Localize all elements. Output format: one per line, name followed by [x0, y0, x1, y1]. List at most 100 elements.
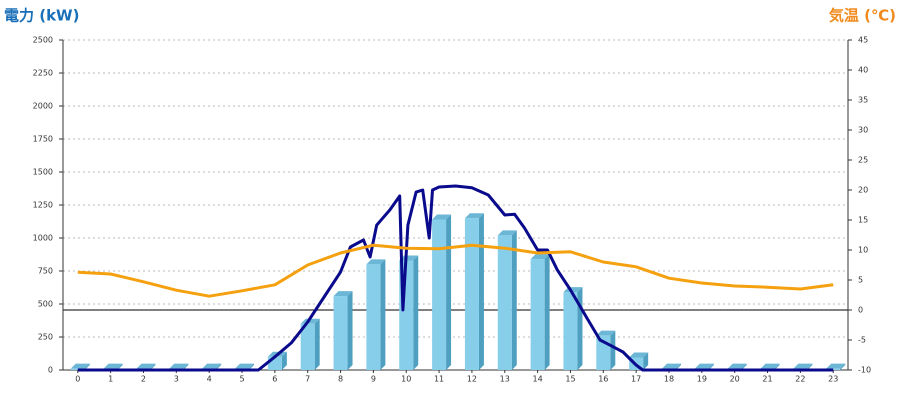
x-tick-label: 8: [338, 375, 343, 384]
y2-tick-label: 10: [858, 246, 868, 255]
x-tick-label: 13: [500, 375, 510, 384]
line: [77, 184, 834, 372]
x-tick-label: 10: [401, 375, 411, 384]
bar-top: [202, 363, 222, 369]
bar-top: [694, 363, 714, 369]
bar-side: [281, 351, 287, 370]
bar: [432, 219, 447, 370]
bar-top: [399, 255, 419, 261]
bar-top: [760, 363, 780, 369]
bar-side: [347, 291, 353, 370]
bar-side: [446, 214, 452, 370]
y-tick-label: 1000: [33, 234, 53, 243]
bar-side: [643, 352, 649, 370]
bar-side: [314, 318, 320, 370]
bar-top: [661, 363, 681, 369]
y-tick-label: 250: [38, 333, 53, 342]
bar: [530, 259, 545, 370]
y2-tick-label: 25: [858, 156, 868, 165]
x-tick-label: 17: [631, 375, 641, 384]
x-tick-label: 9: [371, 375, 376, 384]
bar-top: [366, 259, 386, 265]
bar-side: [577, 287, 583, 370]
y-tick-label: 2250: [33, 69, 53, 78]
bar-top: [136, 363, 156, 369]
bar-side: [840, 363, 846, 370]
bar-side: [708, 363, 714, 370]
y2-tick-label: 45: [858, 36, 868, 45]
bar-top: [103, 363, 123, 369]
bar-side: [150, 363, 156, 370]
bar-top: [432, 214, 452, 220]
bar-side: [544, 254, 550, 370]
x-tick-label: 12: [467, 375, 477, 384]
x-tick-label: 2: [141, 375, 146, 384]
x-tick-label: 21: [762, 375, 772, 384]
y-tick-label: 750: [38, 267, 53, 276]
y-tick-label: 1250: [33, 201, 53, 210]
bar-top: [169, 363, 189, 369]
bar-top: [793, 363, 813, 369]
bar-side: [511, 230, 517, 370]
x-tick-label: 0: [75, 375, 80, 384]
bar-side: [216, 363, 222, 370]
bar-side: [413, 255, 419, 370]
bar-side: [741, 363, 747, 370]
x-tick-label: 6: [272, 375, 277, 384]
x-tick-label: 5: [239, 375, 244, 384]
x-tick-label: 11: [434, 375, 444, 384]
bar-side: [183, 363, 189, 370]
bar-top: [70, 363, 90, 369]
bar-side: [610, 330, 616, 370]
bar-side: [249, 363, 255, 370]
y-tick-label: 1500: [33, 168, 53, 177]
y2-tick-label: -10: [858, 366, 871, 375]
y2-tick-label: 15: [858, 216, 868, 225]
bar: [267, 356, 282, 370]
y2-tick-label: 30: [858, 126, 868, 135]
bar-top: [530, 254, 550, 260]
bar-side: [675, 363, 681, 370]
y-tick-label: 0: [48, 366, 53, 375]
x-tick-label: 3: [174, 375, 179, 384]
y2-tick-label: 5: [858, 276, 863, 285]
line: [77, 243, 834, 298]
bar-top: [235, 363, 255, 369]
y2-tick-label: 40: [858, 66, 868, 75]
y2-tick-label: -5: [858, 336, 866, 345]
bar-top: [826, 363, 846, 369]
x-tick-label: 7: [305, 375, 310, 384]
bar: [464, 218, 479, 370]
y2-tick-label: 20: [858, 186, 868, 195]
bar: [70, 368, 85, 370]
bar: [563, 292, 578, 370]
bar: [300, 323, 315, 370]
x-tick-label: 4: [207, 375, 212, 384]
y-tick-label: 500: [38, 300, 53, 309]
bar: [826, 368, 841, 370]
y2-tick-label: 0: [858, 306, 863, 315]
x-tick-label: 20: [730, 375, 740, 384]
bar-top: [629, 352, 649, 358]
y-axis-title: 電力 (kW): [4, 7, 79, 25]
y2-axis-title: 気温 (℃): [829, 7, 896, 25]
y-tick-label: 1750: [33, 135, 53, 144]
bar-side: [117, 363, 123, 370]
bar-side: [807, 363, 813, 370]
bar-top: [333, 291, 353, 297]
x-tick-label: 19: [697, 375, 707, 384]
bar-top: [727, 363, 747, 369]
bar-side: [478, 213, 484, 370]
bar-top: [497, 230, 517, 236]
y-tick-label: 2500: [33, 36, 53, 45]
bar-top: [464, 213, 484, 219]
bar-side: [380, 259, 386, 370]
x-tick-label: 22: [795, 375, 805, 384]
bar: [333, 296, 348, 370]
x-tick-label: 14: [533, 375, 543, 384]
bar: [366, 264, 381, 370]
x-tick-label: 15: [565, 375, 575, 384]
y-tick-label: 2000: [33, 102, 53, 111]
bar: [497, 235, 512, 370]
